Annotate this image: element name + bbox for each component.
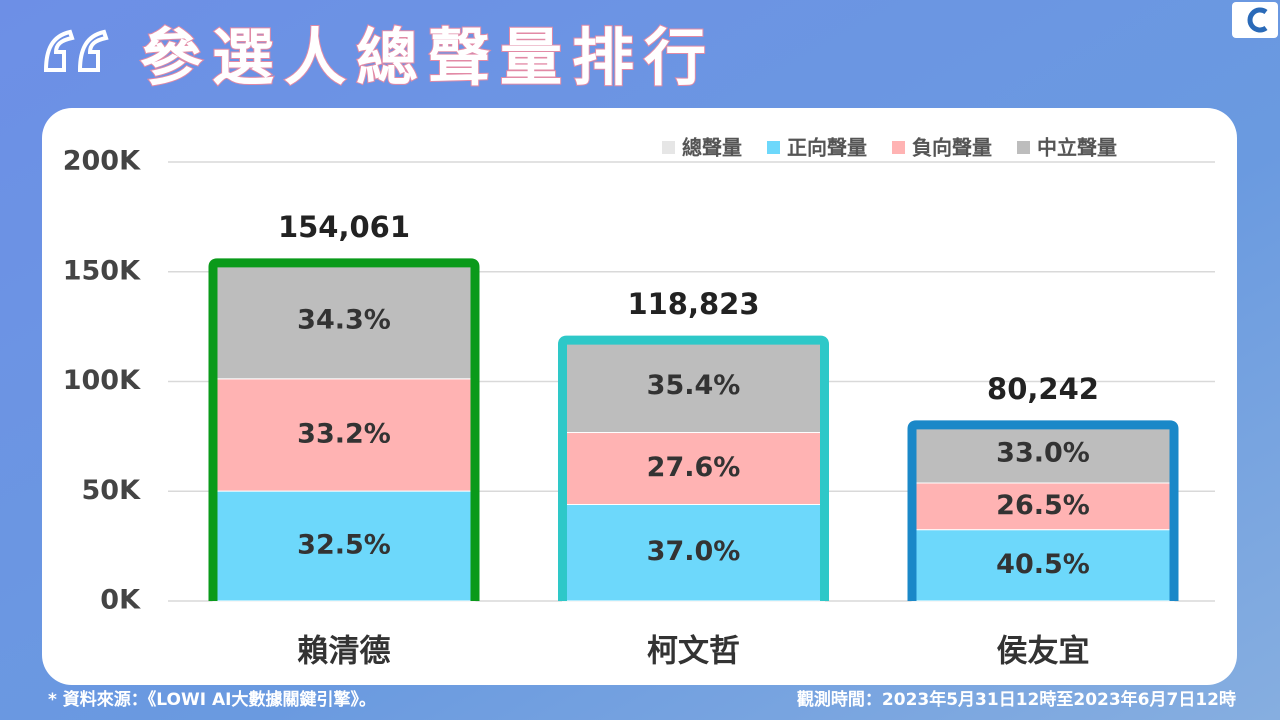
- bar-total-outline: [558, 335, 829, 601]
- x-tick-label: 賴清德: [298, 634, 391, 670]
- y-tick-label: 50K: [82, 475, 142, 506]
- segment-label: 33.0%: [996, 437, 1090, 468]
- bar-segment: [212, 262, 476, 380]
- footnote: * 資料來源：《LOWI AI大數據關鍵引擎》。: [48, 689, 376, 710]
- total-label: 154,061: [278, 210, 410, 244]
- title: 參選人總聲量排行: [140, 21, 716, 94]
- bar-total-outline: [208, 258, 480, 601]
- segment-label: 26.5%: [996, 490, 1090, 521]
- bar-total-outline: [907, 420, 1179, 601]
- segment-label: 32.5%: [297, 530, 391, 561]
- legend-marker: [767, 141, 780, 154]
- x-tick-label: 柯文哲: [647, 634, 740, 670]
- legend-label: 負向聲量: [912, 136, 992, 160]
- segment-label: 33.2%: [297, 418, 391, 449]
- total-label: 118,823: [627, 287, 759, 321]
- bar-segment: [212, 490, 476, 602]
- legend-marker: [662, 141, 675, 154]
- segment-label: 35.4%: [647, 370, 741, 401]
- segment-label: 37.0%: [647, 536, 741, 567]
- bar-segment: [911, 482, 1175, 531]
- legend-label: 總聲量: [682, 136, 742, 160]
- quote-mark: [43, 29, 109, 72]
- y-tick-label: 150K: [63, 255, 141, 286]
- bar-segment: [911, 424, 1175, 484]
- y-tick-label: 0K: [100, 585, 141, 616]
- segment-label: 34.3%: [297, 304, 391, 335]
- legend-label: 中立聲量: [1037, 136, 1117, 160]
- bar-segment: [212, 378, 476, 492]
- bar-segment: [911, 529, 1175, 602]
- y-tick-label: 200K: [63, 146, 141, 177]
- total-label: 80,242: [987, 372, 1099, 406]
- segment-label: 27.6%: [647, 452, 741, 483]
- y-tick-label: 100K: [63, 365, 141, 396]
- segment-label: 40.5%: [996, 549, 1090, 580]
- observation-period: 觀測時間：2023年5月31日12時至2023年6月7日12時: [797, 689, 1236, 710]
- legend-marker: [1017, 141, 1030, 154]
- logo: [1232, 2, 1278, 38]
- bar-segment: [562, 432, 825, 505]
- legend-marker: [892, 141, 905, 154]
- legend-label: 正向聲量: [787, 136, 867, 160]
- x-tick-label: 侯友宜: [997, 634, 1090, 670]
